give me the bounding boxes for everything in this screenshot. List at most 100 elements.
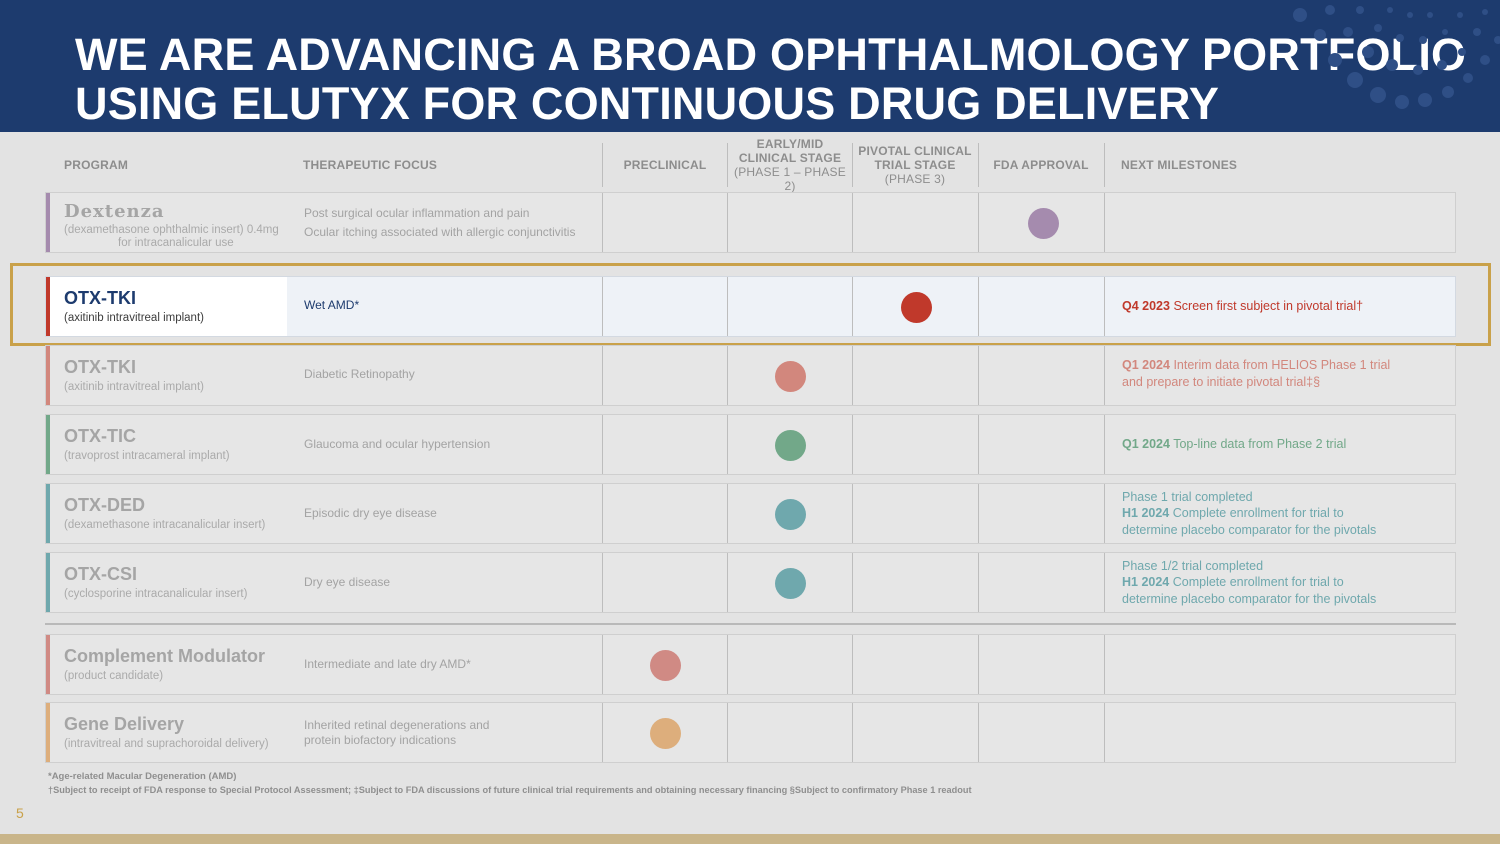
milestone-text-line2: determine placebo comparator for the piv… bbox=[1122, 591, 1377, 606]
pipeline-row-otx-tic: OTX-TIC (travoprost intracameral implant… bbox=[45, 414, 1456, 475]
milestone-date: Q1 2024 bbox=[1122, 437, 1170, 452]
stage-marker-fda-approval bbox=[1028, 208, 1059, 239]
therapeutic-focus: Episodic dry eye disease bbox=[304, 506, 437, 520]
program-name: Gene Delivery bbox=[64, 714, 185, 734]
early-label-line2: CLINICAL STAGE bbox=[738, 151, 842, 165]
cell-divider bbox=[852, 346, 853, 405]
pipeline-row-otx-ded: OTX-DED (dexamethasone intracanalicular … bbox=[45, 483, 1456, 544]
stage-marker-early-mid bbox=[775, 430, 806, 461]
row-accent-bar bbox=[46, 415, 50, 474]
column-header-preclinical: PRECLINICAL bbox=[603, 143, 727, 187]
cell-divider bbox=[978, 703, 979, 762]
row-accent-bar bbox=[46, 193, 50, 252]
highlight-frame bbox=[10, 263, 1491, 346]
program-cell: Dextenza (dexamethasone ophthalmic inser… bbox=[50, 193, 287, 252]
pivotal-label-line1: PIVOTAL CLINICAL bbox=[858, 144, 972, 158]
focus-line1: Post surgical ocular inflammation and pa… bbox=[304, 205, 530, 220]
cell-divider bbox=[1104, 484, 1105, 543]
program-name: OTX-TKI bbox=[64, 288, 136, 308]
program-cell: OTX-TIC (travoprost intracameral implant… bbox=[50, 415, 287, 474]
row-accent-bar bbox=[46, 703, 50, 762]
column-header-next-milestones: NEXT MILESTONES bbox=[1121, 158, 1238, 172]
title-line-1: WE ARE ADVANCING A BROAD OPHTHALMOLOGY P… bbox=[75, 29, 1467, 80]
cell-divider bbox=[978, 635, 979, 694]
program-name: OTX-CSI bbox=[64, 564, 138, 584]
pipeline-row-otx-csi: OTX-CSI (cyclosporine intracanalicular i… bbox=[45, 552, 1456, 613]
cell-divider bbox=[978, 193, 979, 252]
program-description: (dexamethasone ophthalmic insert) 0.4mg bbox=[64, 224, 279, 236]
page-number: 5 bbox=[16, 805, 24, 821]
pipeline-row-gene-delivery: Gene Delivery (intravitreal and supracho… bbox=[45, 702, 1456, 763]
cell-divider bbox=[852, 415, 853, 474]
cell-divider bbox=[727, 277, 728, 336]
row-accent-bar bbox=[46, 484, 50, 543]
stage-marker-preclinical bbox=[650, 718, 681, 749]
cell-divider bbox=[978, 346, 979, 405]
stage-marker-early-mid bbox=[775, 499, 806, 530]
pipeline-row-dextenza: Dextenza (dexamethasone ophthalmic inser… bbox=[45, 192, 1456, 253]
stage-marker-early-mid bbox=[775, 361, 806, 392]
cell-divider bbox=[727, 484, 728, 543]
header-divider bbox=[602, 143, 603, 187]
cell-divider bbox=[602, 346, 603, 405]
focus-line2: Ocular itching associated with allergic … bbox=[304, 224, 576, 239]
slide-header: WE ARE ADVANCING A BROAD OPHTHALMOLOGY P… bbox=[0, 0, 1500, 132]
cell-divider bbox=[1104, 346, 1105, 405]
cell-divider bbox=[602, 415, 603, 474]
pipeline-row-otx-tki-wet-amd: OTX-TKI (axitinib intravitreal implant) … bbox=[45, 276, 1456, 337]
therapeutic-focus: Inherited retinal degenerations and prot… bbox=[304, 703, 594, 762]
footnote-conditions: †Subject to receipt of FDA response to S… bbox=[48, 785, 972, 795]
cell-divider bbox=[1104, 415, 1105, 474]
row-accent-bar bbox=[46, 346, 50, 405]
header-divider bbox=[727, 143, 728, 187]
cell-divider bbox=[727, 346, 728, 405]
cell-divider bbox=[852, 484, 853, 543]
therapeutic-focus: Wet AMD* bbox=[304, 298, 360, 312]
program-name: OTX-DED bbox=[64, 495, 145, 515]
cell-divider bbox=[1104, 277, 1105, 336]
next-milestone: Q1 2024 Interim data from HELIOS Phase 1… bbox=[1122, 346, 1452, 405]
column-header-therapeutic-focus: THERAPEUTIC FOCUS bbox=[303, 158, 438, 172]
program-description: (axitinib intravitreal implant) bbox=[64, 381, 204, 393]
column-header-program: PROGRAM bbox=[64, 158, 129, 172]
program-description-line2: for intracanalicular use bbox=[118, 237, 234, 249]
program-cell: OTX-TKI (axitinib intravitreal implant) bbox=[50, 346, 287, 405]
slide-title: WE ARE ADVANCING A BROAD OPHTHALMOLOGY P… bbox=[75, 30, 1475, 128]
fda-label: FDA APPROVAL bbox=[993, 158, 1089, 172]
program-name: OTX-TKI bbox=[64, 357, 136, 377]
footnote-amd: *Age-related Macular Degeneration (AMD) bbox=[48, 771, 237, 782]
program-description: (dexamethasone intracanalicular insert) bbox=[64, 519, 266, 531]
milestone-text-line2: determine placebo comparator for the piv… bbox=[1122, 522, 1377, 537]
cell-divider bbox=[602, 484, 603, 543]
program-description: (travoprost intracameral implant) bbox=[64, 450, 230, 462]
early-label-line1: EARLY/MID bbox=[756, 137, 824, 151]
cell-divider bbox=[852, 277, 853, 336]
therapeutic-focus: Dry eye disease bbox=[304, 575, 391, 589]
pipeline-row-otx-tki-dr: OTX-TKI (axitinib intravitreal implant) … bbox=[45, 345, 1456, 406]
section-separator bbox=[45, 623, 1456, 625]
program-cell: OTX-TKI (axitinib intravitreal implant) bbox=[50, 277, 287, 336]
cell-divider bbox=[602, 635, 603, 694]
row-accent-bar bbox=[46, 277, 50, 336]
milestone-text: Screen first subject in pivotal trial† bbox=[1169, 299, 1364, 314]
cell-divider bbox=[978, 553, 979, 612]
cell-divider bbox=[727, 193, 728, 252]
cell-divider bbox=[602, 703, 603, 762]
row-accent-bar bbox=[46, 553, 50, 612]
cell-divider bbox=[602, 193, 603, 252]
pipeline-row-complement-modulator: Complement Modulator (product candidate)… bbox=[45, 634, 1456, 695]
cell-divider bbox=[1104, 635, 1105, 694]
therapeutic-focus: Intermediate and late dry AMD* bbox=[304, 657, 471, 671]
therapeutic-focus: Glaucoma and ocular hypertension bbox=[304, 437, 491, 451]
program-description: (product candidate) bbox=[64, 670, 164, 682]
program-name: OTX-TIC bbox=[64, 426, 136, 446]
milestone-date: Q4 2023 bbox=[1122, 299, 1170, 314]
dextenza-logo: Dextenza bbox=[64, 201, 165, 222]
milestone-text: Complete enrollment for trial to bbox=[1169, 506, 1344, 521]
next-milestone: Phase 1 trial completed H1 2024 Complete… bbox=[1122, 484, 1452, 543]
pivotal-label-line2: TRIAL STAGE bbox=[874, 158, 956, 172]
footer-accent-bar bbox=[0, 834, 1500, 844]
stage-marker-pivotal bbox=[901, 292, 932, 323]
cell-divider bbox=[727, 553, 728, 612]
milestone-status: Phase 1 trial completed bbox=[1122, 489, 1253, 504]
